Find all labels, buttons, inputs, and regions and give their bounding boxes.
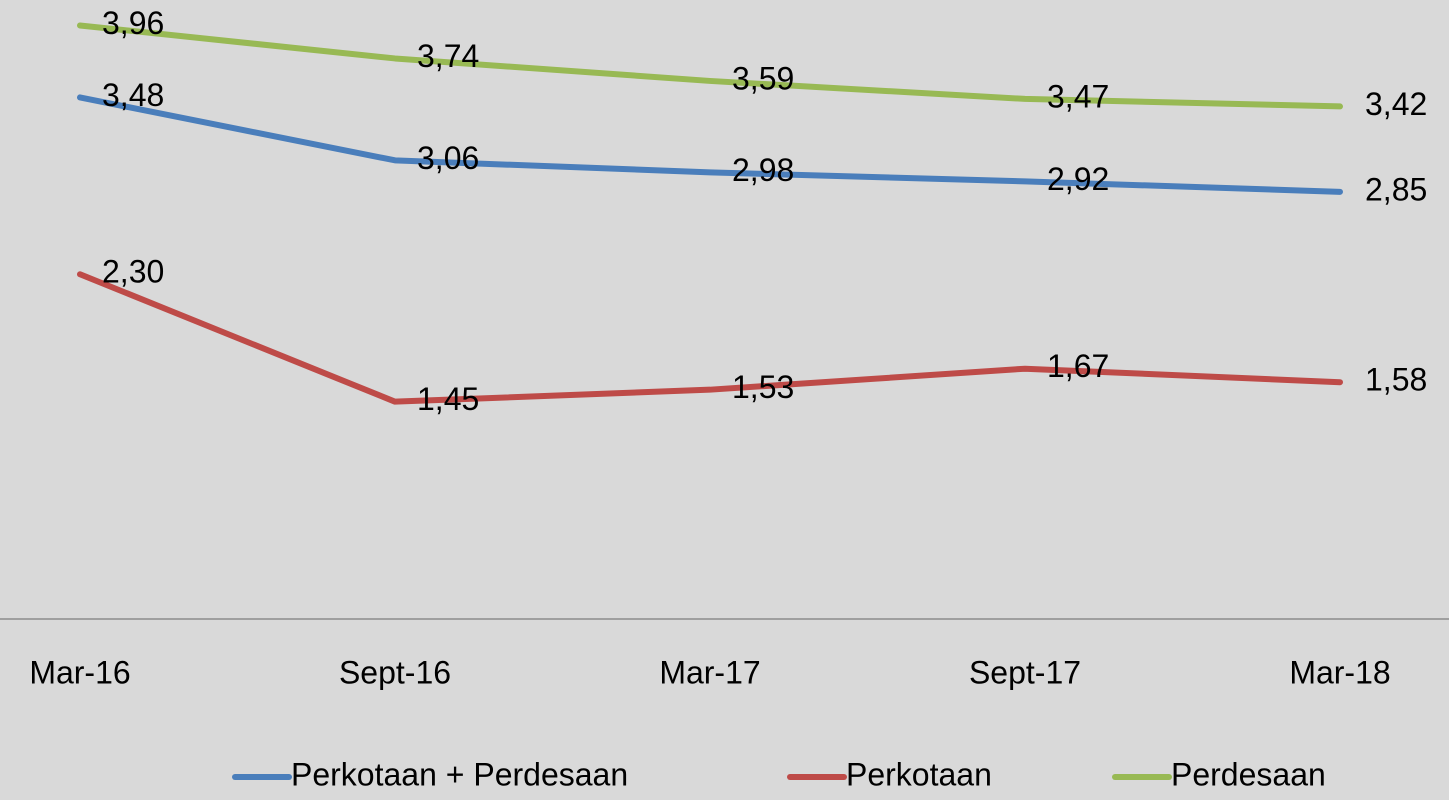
legend-label: Perkotaan + Perdesaan: [291, 756, 628, 792]
legend-label: Perdesaan: [1171, 756, 1326, 792]
data-label: 3,47: [1047, 78, 1109, 114]
series-line: [77, 22, 1343, 110]
data-label: 2,92: [1047, 161, 1109, 197]
data-label: 3,96: [102, 5, 164, 41]
data-label: 3,42: [1365, 86, 1427, 122]
x-tick-label: Mar-18: [1289, 654, 1390, 690]
data-label: 1,53: [732, 369, 794, 405]
x-tick-label: Sept-17: [969, 654, 1081, 690]
data-label: 1,67: [1047, 348, 1109, 384]
legend-label: Perkotaan: [846, 756, 992, 792]
data-label: 1,45: [417, 381, 479, 417]
x-tick-label: Mar-17: [659, 654, 760, 690]
series-line: [77, 94, 1343, 195]
series-line: [77, 271, 1343, 405]
x-tick-label: Mar-16: [29, 654, 130, 690]
data-label: 3,48: [102, 77, 164, 113]
data-label: 2,85: [1365, 171, 1427, 207]
data-label: 3,74: [417, 38, 479, 74]
x-tick-label: Sept-16: [339, 654, 451, 690]
data-label: 3,59: [732, 60, 794, 96]
data-label: 3,06: [417, 140, 479, 176]
data-label: 2,98: [732, 152, 794, 188]
data-label: 2,30: [102, 254, 164, 290]
data-label: 1,58: [1365, 362, 1427, 398]
